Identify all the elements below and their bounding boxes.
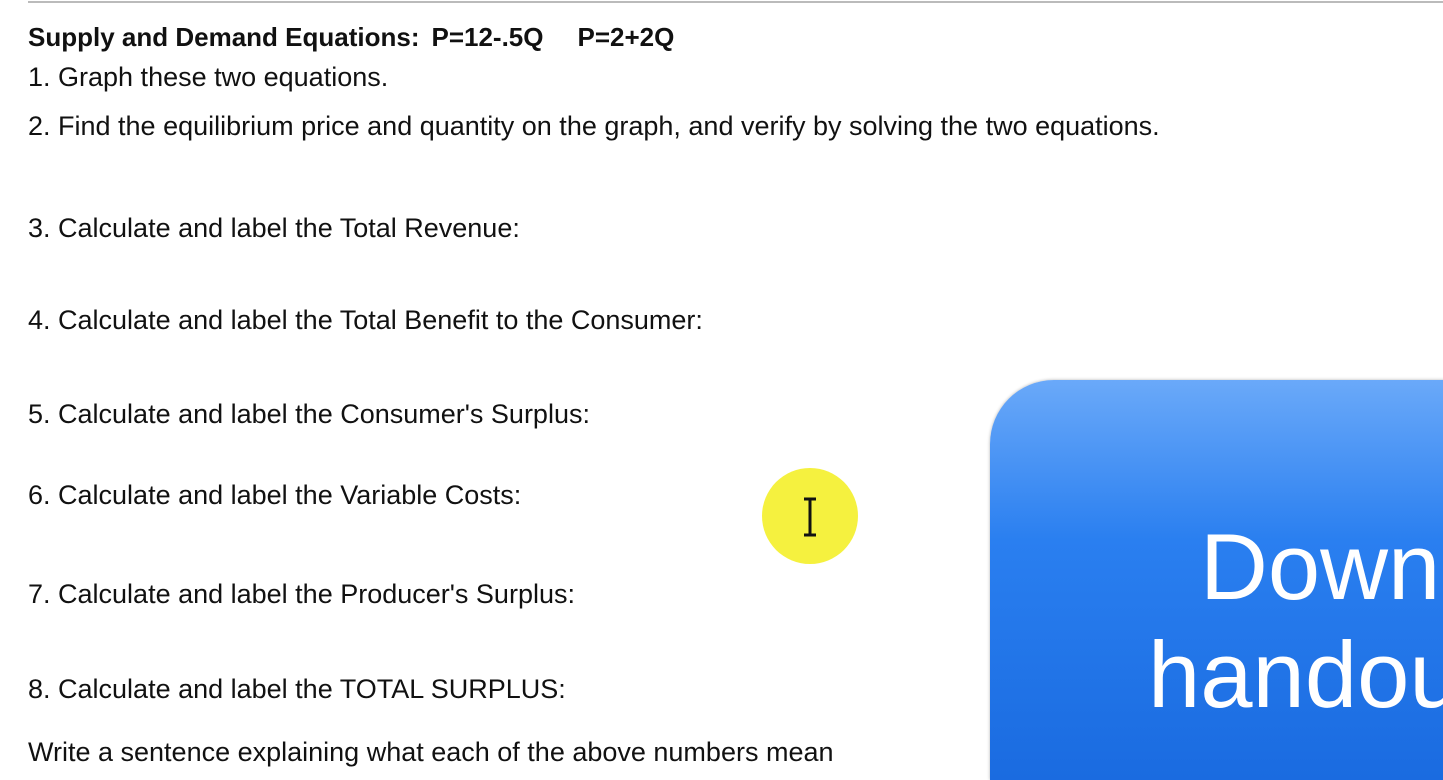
- equation: P=12-.5Q: [431, 22, 544, 52]
- item: 1. Graph these two equations.: [28, 62, 389, 92]
- item: 8. Calculate and label the TOTAL SURPLUS…: [28, 674, 566, 704]
- button-text: handou: [1148, 622, 1443, 727]
- download-button[interactable]: Down handou: [990, 380, 1443, 780]
- cursor-highlight: [762, 468, 858, 564]
- title: Supply and Demand Equations:: [28, 22, 420, 52]
- equation: P=2+2Q: [577, 22, 675, 52]
- item: Write a sentence explaining what each of…: [28, 737, 834, 767]
- item: 3. Calculate and label the Total Revenue…: [28, 213, 520, 243]
- item: 5. Calculate and label the Consumer's Su…: [28, 399, 590, 429]
- text-cursor: [804, 497, 816, 537]
- item: 6. Calculate and label the Variable Cost…: [28, 480, 522, 510]
- page: {"header": {"title": "Supply and Demand …: [28, 1, 1443, 780]
- item: 7. Calculate and label the Producer's Su…: [28, 579, 575, 609]
- item: 4. Calculate and label the Total Benefit…: [28, 305, 703, 335]
- title-line: Supply and Demand Equations: P=12-.5Q P=2+…: [28, 21, 674, 53]
- top-rule: [28, 1, 1443, 3]
- button-text: Down: [1200, 514, 1441, 619]
- item: 2. Find the equilibrium price and quanti…: [28, 111, 1160, 141]
